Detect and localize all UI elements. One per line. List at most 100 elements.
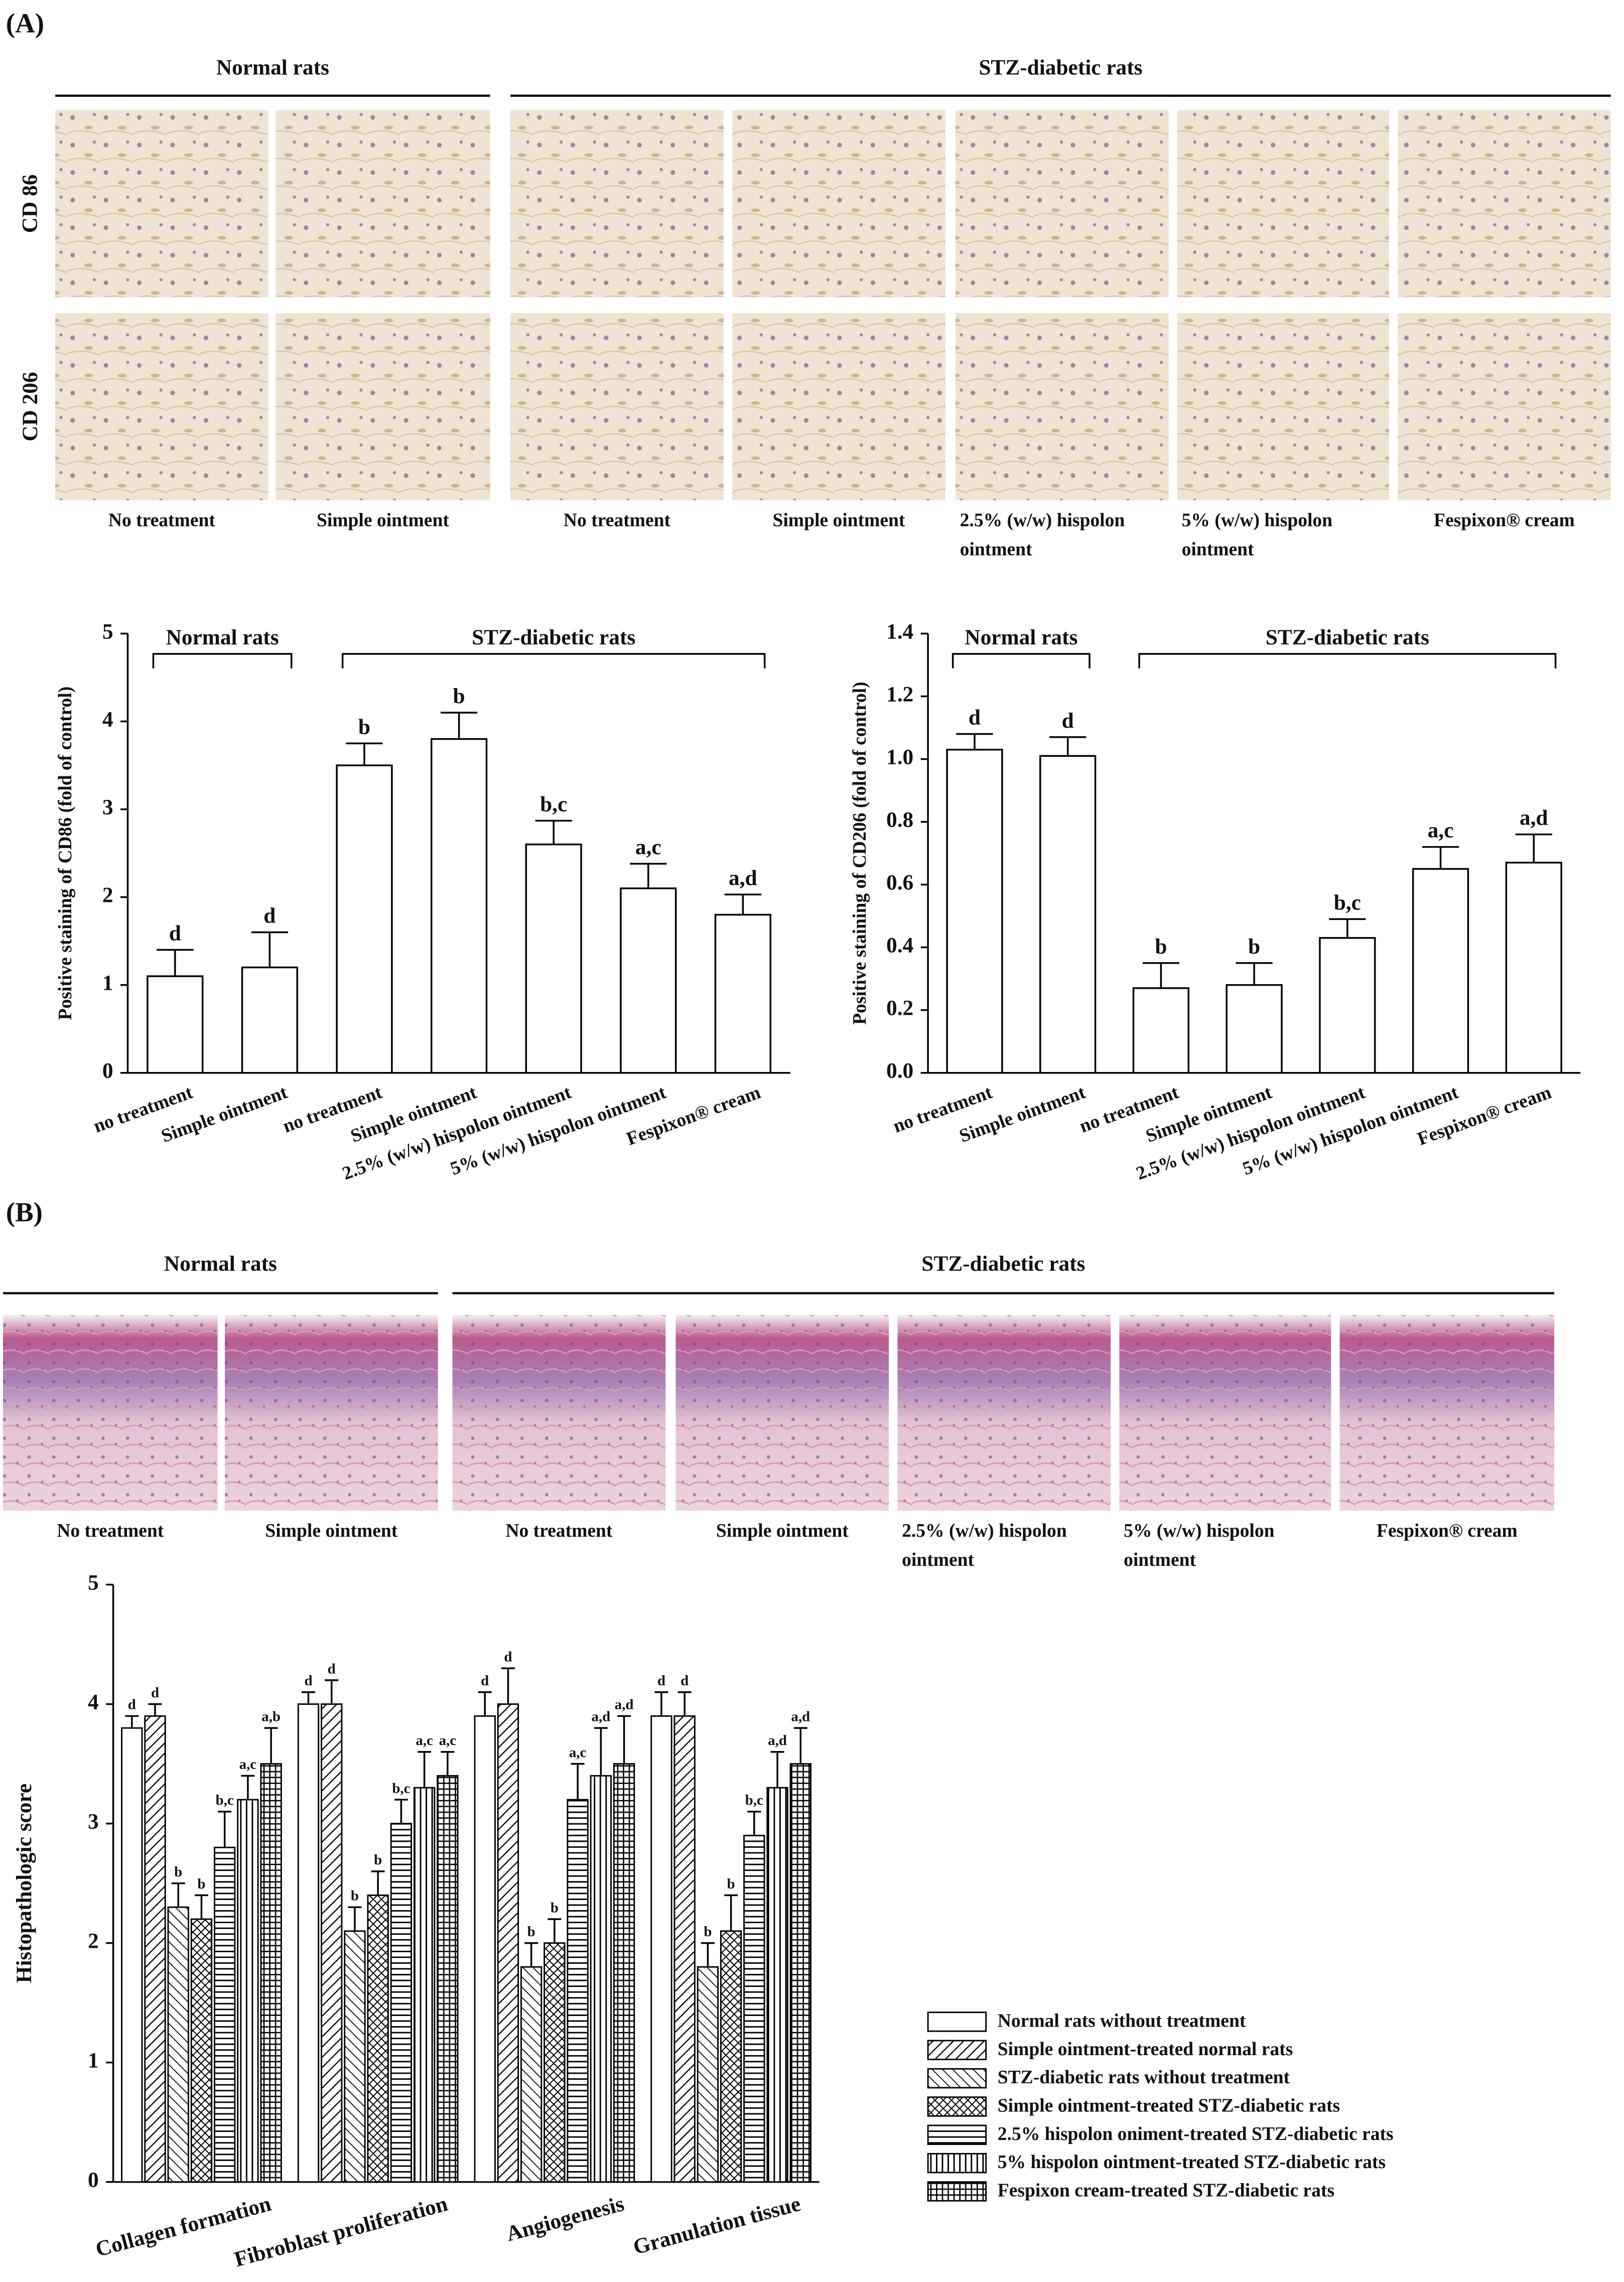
photo-caption: ointment <box>1124 1550 1196 1570</box>
row-label: CD 86 <box>18 175 42 233</box>
bar <box>241 966 298 1074</box>
bar <box>620 887 677 1074</box>
photo-texture <box>1177 110 1389 298</box>
bar <box>1412 868 1469 1074</box>
photo-caption: No treatment <box>57 1521 164 1541</box>
y-tick-label: 0 <box>102 1059 113 1083</box>
legend-swatch <box>927 2096 987 2117</box>
legend-swatch <box>927 2181 987 2202</box>
bar <box>766 1787 788 2183</box>
y-tick-label: 3 <box>88 1809 99 1833</box>
photo-caption: 5% (w/w) hispolon <box>1124 1521 1275 1541</box>
panel-label: (A) <box>6 8 44 39</box>
photo-texture <box>276 110 490 298</box>
legend-label: Normal rats without treatment <box>998 2011 1246 2032</box>
legend-label: 5% hispolon ointment-treated STZ-diabeti… <box>998 2152 1386 2173</box>
photo-texture <box>510 313 724 500</box>
bar-annotation: a,d <box>791 1709 810 1725</box>
y-tick-label: 4 <box>102 707 113 731</box>
bar <box>190 1918 213 2183</box>
bar-annotation: a,b <box>261 1709 281 1725</box>
bar-annotation: b <box>704 1924 712 1940</box>
y-tick-label: 1.4 <box>886 619 913 643</box>
y-axis-label: Positive staining of CD86 (fold of contr… <box>55 687 76 1020</box>
bar <box>474 1715 496 2183</box>
photo-caption: ointment <box>902 1550 974 1570</box>
bar-annotation: b,c <box>1334 890 1361 914</box>
bar <box>344 1930 366 2183</box>
bar-annotation: a,c <box>635 835 661 859</box>
y-tick-label: 2 <box>102 883 113 907</box>
y-tick-label: 0 <box>88 2168 99 2192</box>
photo-caption: 2.5% (w/w) hispolon <box>960 510 1125 531</box>
group-label: Normal rats <box>965 625 1077 649</box>
photo-caption: Simple ointment <box>716 1521 849 1541</box>
legend-swatch <box>927 2153 987 2174</box>
bar <box>789 1763 811 2183</box>
bar <box>714 913 771 1074</box>
photo-caption: Fespixon® cream <box>1377 1521 1518 1541</box>
photo-texture <box>55 313 268 500</box>
group-label: STZ-diabetic rats <box>921 1252 1085 1276</box>
bar <box>590 1775 612 2183</box>
bar <box>336 764 393 1074</box>
bar <box>1505 862 1562 1074</box>
bar-annotation: b <box>551 1900 559 1916</box>
bar <box>720 1930 742 2183</box>
photo-texture <box>452 1315 666 1511</box>
group-label: Normal rats <box>164 1252 277 1276</box>
photo-texture <box>897 1315 1111 1511</box>
bar <box>437 1775 459 2183</box>
y-tick-label: 0.0 <box>886 1059 913 1083</box>
bar-annotation: d <box>151 1685 159 1701</box>
bar-annotation: d <box>128 1697 136 1713</box>
bar <box>567 1799 589 2183</box>
bar-annotation: b <box>358 715 370 739</box>
group-bracket <box>1138 653 1557 668</box>
bar <box>525 843 582 1074</box>
legend-swatch <box>927 2124 987 2145</box>
bar <box>237 1799 259 2183</box>
photo-texture <box>1398 110 1611 298</box>
bar-annotation: b <box>527 1924 535 1940</box>
panel-label: (B) <box>6 1196 43 1227</box>
bar-annotation: b <box>174 1864 182 1880</box>
photo-texture <box>955 313 1169 500</box>
bar <box>946 749 1003 1074</box>
legend-swatch <box>927 2068 987 2089</box>
bar <box>297 1703 320 2183</box>
y-axis-label: Positive staining of CD206 (fold of cont… <box>850 682 870 1024</box>
legend-swatch <box>927 2011 987 2032</box>
bar <box>121 1727 143 2183</box>
bar-annotation: b,c <box>540 792 567 816</box>
legend-label: 2.5% hispolon oniment-treated STZ-diabet… <box>998 2124 1394 2144</box>
photo-caption: 2.5% (w/w) hispolon <box>902 1521 1067 1541</box>
group-bracket <box>152 653 293 668</box>
y-tick-label: 1.2 <box>886 682 913 706</box>
photo-texture <box>955 110 1169 298</box>
bar-annotation: d <box>304 1673 312 1689</box>
bar <box>260 1763 282 2183</box>
bar-annotation: a,c <box>439 1732 457 1749</box>
group-bracket <box>341 653 766 668</box>
photo-texture <box>1398 313 1611 500</box>
bar-annotation: a,c <box>416 1732 433 1749</box>
photo-caption: No treatment <box>108 510 216 531</box>
bar-annotation: d <box>481 1673 489 1689</box>
group-bracket <box>952 653 1091 668</box>
y-tick-label: 5 <box>102 619 113 643</box>
bar <box>1132 987 1190 1074</box>
photo-texture <box>1339 1315 1555 1511</box>
photo-texture <box>675 1315 889 1511</box>
bar-annotation: d <box>328 1661 336 1677</box>
bar <box>413 1787 436 2183</box>
bar <box>1039 755 1097 1074</box>
bar-annotation: a,d <box>729 866 757 890</box>
group-label: STZ-diabetic rats <box>1266 625 1429 649</box>
legend-label: STZ-diabetic rats without treatment <box>998 2067 1290 2088</box>
group-label: Normal rats <box>166 625 279 649</box>
photo-caption: Simple ointment <box>317 510 449 531</box>
bar <box>147 975 204 1074</box>
bar-annotation: b <box>727 1876 735 1892</box>
